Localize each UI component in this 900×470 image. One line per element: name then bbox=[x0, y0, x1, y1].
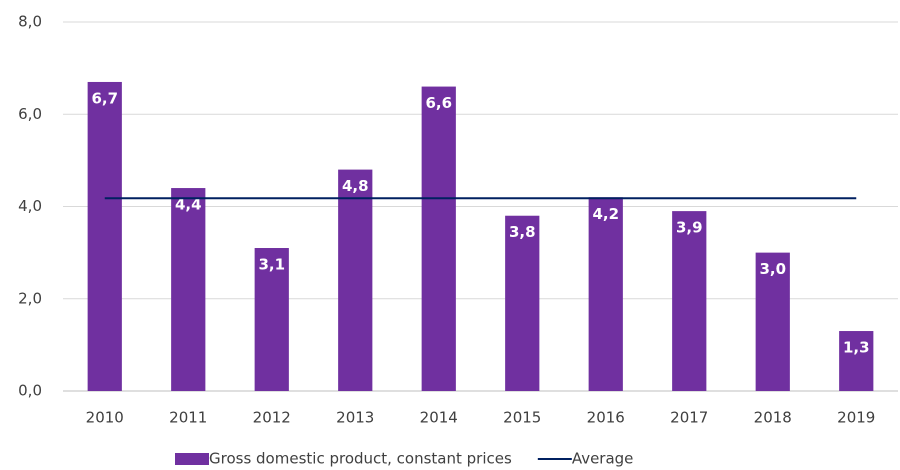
bar bbox=[755, 252, 790, 391]
value-label: 3,8 bbox=[509, 223, 536, 241]
legend-label: Average bbox=[572, 450, 634, 468]
bar bbox=[338, 169, 373, 391]
y-tick-label: 2,0 bbox=[18, 289, 42, 307]
x-tick-label: 2019 bbox=[837, 409, 875, 427]
x-tick-label: 2013 bbox=[336, 409, 374, 427]
x-tick-label: 2014 bbox=[420, 409, 458, 427]
bar bbox=[171, 188, 206, 391]
value-label: 3,9 bbox=[676, 219, 703, 237]
x-tick-label: 2015 bbox=[503, 409, 541, 427]
value-label: 6,6 bbox=[425, 94, 452, 112]
x-tick-label: 2012 bbox=[253, 409, 291, 427]
y-tick-label: 4,0 bbox=[18, 197, 42, 215]
x-tick-label: 2018 bbox=[754, 409, 792, 427]
value-label: 6,7 bbox=[91, 89, 118, 107]
value-label: 4,8 bbox=[342, 177, 369, 195]
y-tick-label: 6,0 bbox=[18, 105, 42, 123]
value-label: 3,0 bbox=[759, 260, 786, 278]
x-tick-label: 2016 bbox=[587, 409, 625, 427]
value-label: 3,1 bbox=[258, 256, 285, 274]
y-tick-label: 0,0 bbox=[18, 382, 42, 400]
x-tick-label: 2011 bbox=[169, 409, 207, 427]
y-tick-label: 8,0 bbox=[18, 13, 42, 31]
bar bbox=[505, 215, 540, 391]
bar bbox=[254, 248, 289, 391]
bar bbox=[588, 197, 623, 391]
bar bbox=[672, 211, 707, 391]
legend-label: Gross domestic product, constant prices bbox=[209, 450, 512, 468]
value-label: 4,2 bbox=[592, 205, 619, 223]
value-label: 1,3 bbox=[843, 339, 870, 357]
bar bbox=[839, 331, 874, 391]
legend-swatch bbox=[175, 453, 209, 465]
x-tick-label: 2017 bbox=[670, 409, 708, 427]
bar bbox=[421, 86, 456, 391]
bar bbox=[87, 81, 122, 392]
value-label: 4,4 bbox=[175, 196, 202, 214]
x-tick-label: 2010 bbox=[86, 409, 124, 427]
